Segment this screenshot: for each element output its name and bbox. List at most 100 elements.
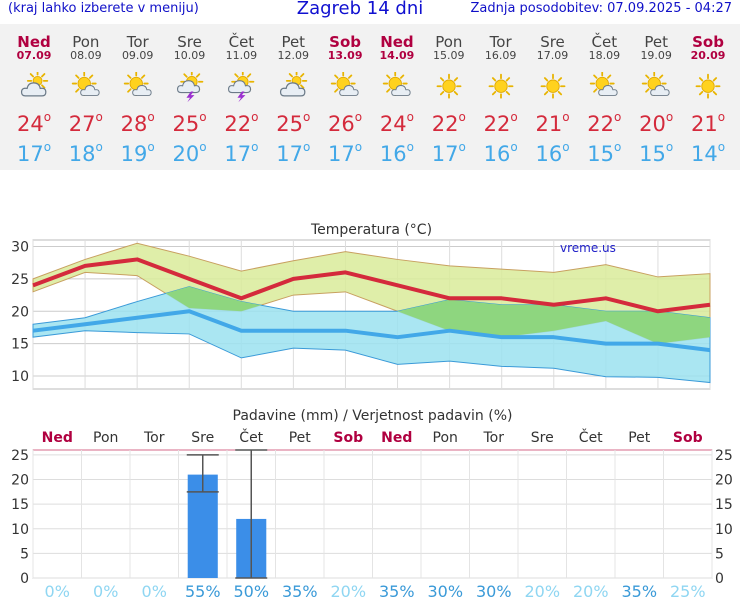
- day-name: Sre: [540, 33, 565, 51]
- x-tick-label: Pet: [289, 430, 312, 446]
- temperature-chart: Temperatura (°C) 10 15 20 25 30 vreme.us: [11, 222, 711, 390]
- precipitation-probability: 20%: [573, 582, 609, 600]
- day-date: 20.09: [690, 49, 726, 62]
- min-temperature: 17o: [276, 140, 311, 166]
- sun-icon: [695, 73, 721, 99]
- day-name: Ned: [380, 33, 414, 51]
- sun-cloud-icon: [71, 72, 100, 96]
- max-temperature-line: [32, 257, 711, 314]
- precipitation-probability: 35%: [282, 582, 318, 600]
- day-name: Pet: [644, 33, 668, 51]
- precipitation-chart: Padavine (mm) / Verjetnost padavin (%) Ne…: [11, 408, 733, 600]
- sun-icon: [436, 73, 462, 99]
- chart-title: Temperatura (°C): [310, 222, 432, 238]
- min-temperature: 16o: [379, 140, 414, 166]
- min-temperature: 15o: [587, 140, 622, 166]
- day-name: Čet: [591, 33, 618, 51]
- day-name: Pon: [72, 33, 100, 51]
- day-date: 12.09: [277, 49, 310, 62]
- max-temperature: 22o: [483, 110, 518, 136]
- day-date: 11.09: [225, 49, 258, 62]
- day-date: 19.09: [640, 49, 672, 62]
- day-date: 07.09: [16, 49, 52, 62]
- y-tick-label: 10: [11, 369, 29, 385]
- thunderstorm-icon: [176, 72, 203, 103]
- precipitation-probability: 35%: [621, 582, 657, 600]
- precipitation-probability: 55%: [185, 582, 221, 600]
- y-tick-label: 30: [11, 239, 29, 255]
- day-name: Sob: [692, 33, 724, 51]
- min-temperature: 19o: [120, 140, 155, 166]
- day-date: 08.09: [70, 49, 102, 62]
- page-title: Zagreb 14 dni: [296, 0, 424, 19]
- sun-icon: [540, 73, 565, 99]
- max-temperature: 28o: [120, 110, 155, 136]
- x-tick-label: Sre: [531, 430, 554, 446]
- precipitation-probability: 0%: [45, 582, 70, 600]
- precipitation-probability: 35%: [379, 582, 415, 600]
- x-tick-label: Ned: [381, 430, 412, 446]
- precipitation-probability: 0%: [93, 582, 118, 600]
- x-tick-label: Pet: [628, 430, 651, 446]
- min-temperature: 14o: [691, 140, 726, 166]
- y-tick-label: 10: [11, 522, 29, 538]
- min-temperature: 17o: [431, 140, 466, 166]
- max-temperature: 22o: [587, 110, 622, 136]
- y-tick-label: 5: [20, 546, 29, 562]
- day-date: 16.09: [484, 49, 517, 62]
- day-date: 13.09: [327, 49, 363, 62]
- precipitation-probability: 50%: [233, 582, 269, 600]
- sun-cloud-icon: [330, 72, 359, 96]
- sun-icon: [488, 73, 514, 99]
- y-tick-label: 10: [715, 522, 733, 538]
- chart-title: Padavine (mm) / Verjetnost padavin (%): [233, 408, 513, 424]
- max-temperature: 21o: [535, 110, 570, 136]
- watermark: vreme.us: [560, 241, 616, 255]
- max-temperature: 20o: [639, 110, 674, 136]
- x-tick-label: Sob: [673, 430, 703, 446]
- y-tick-label: 0: [20, 571, 29, 587]
- y-tick-label: 0: [715, 571, 724, 587]
- precipitation-probability: 20%: [524, 582, 560, 600]
- last-update: Zadnja posodobitev: 07.09.2025 - 04:27: [470, 1, 732, 16]
- x-tick-label: Pon: [93, 430, 118, 446]
- day-name: Sre: [177, 33, 202, 51]
- precipitation-probability: 30%: [427, 582, 463, 600]
- x-tick-label: Čet: [239, 428, 263, 446]
- day-name: Ned: [17, 33, 51, 51]
- min-temperature: 18o: [68, 140, 103, 166]
- day-date: 09.09: [121, 49, 154, 62]
- day-name: Pet: [281, 33, 306, 51]
- header-bar: (kraj lahko izberete v meniju) Zagreb 14…: [0, 0, 740, 22]
- max-temperature: 27o: [68, 110, 103, 136]
- day-name: Sob: [329, 33, 362, 51]
- max-temperature: 25o: [172, 110, 207, 136]
- max-temperature: 25o: [276, 110, 311, 136]
- day-date: 14.09: [379, 49, 415, 62]
- x-tick-label: Pon: [433, 430, 458, 446]
- sun-cloud-icon: [382, 72, 411, 96]
- y-tick-label: 20: [715, 473, 733, 489]
- y-tick-label: 5: [715, 546, 724, 562]
- x-tick-label: Ned: [42, 430, 73, 446]
- day-date: 15.09: [433, 49, 465, 62]
- min-temperature: 16o: [483, 140, 518, 166]
- cloudy-sun-icon: [280, 72, 308, 97]
- min-temperature: 20o: [172, 140, 207, 166]
- max-temperature: 21o: [691, 110, 726, 136]
- sun-cloud-icon: [123, 72, 152, 96]
- y-tick-label: 15: [11, 337, 29, 353]
- max-temperature: 22o: [431, 110, 466, 136]
- max-temperature: 24o: [379, 110, 414, 136]
- day-name: Tor: [126, 33, 149, 51]
- day-name: Tor: [489, 33, 512, 51]
- y-tick-label: 15: [11, 497, 29, 513]
- min-temperature: 17o: [328, 140, 363, 166]
- precipitation-probability: 0%: [142, 582, 167, 600]
- x-tick-label: Tor: [483, 430, 505, 446]
- min-temperature: 17o: [16, 140, 52, 166]
- day-name: Čet: [228, 33, 255, 51]
- x-tick-label: Čet: [579, 428, 603, 446]
- day-date: 18.09: [588, 49, 621, 62]
- location-hint-link[interactable]: (kraj lahko izberete v meniju): [8, 1, 199, 16]
